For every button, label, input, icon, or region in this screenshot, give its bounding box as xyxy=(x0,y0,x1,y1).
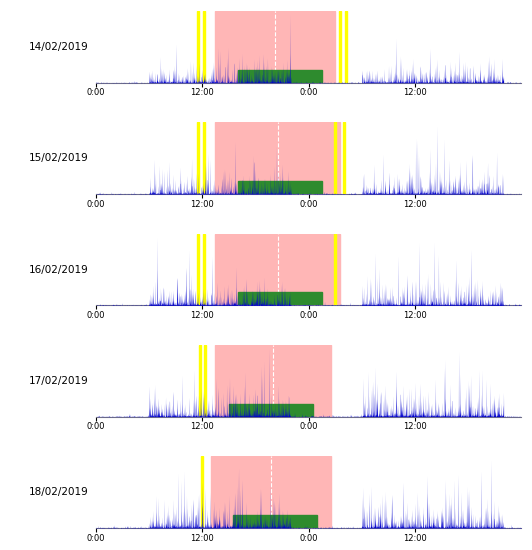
Bar xyxy=(238,70,322,83)
Bar xyxy=(215,345,331,417)
Bar xyxy=(343,122,345,194)
Y-axis label: 14/02/2019: 14/02/2019 xyxy=(29,42,89,52)
Y-axis label: 15/02/2019: 15/02/2019 xyxy=(29,153,89,163)
Bar xyxy=(334,234,336,305)
Bar xyxy=(338,11,340,83)
Bar xyxy=(197,234,199,305)
Bar xyxy=(238,181,322,194)
Bar xyxy=(203,11,205,83)
Bar xyxy=(229,404,313,417)
Bar xyxy=(200,345,202,417)
Bar xyxy=(215,122,339,194)
Bar xyxy=(215,11,335,83)
Bar xyxy=(204,345,206,417)
Bar xyxy=(197,11,199,83)
Bar xyxy=(203,122,205,194)
Bar xyxy=(334,122,336,194)
Y-axis label: 18/02/2019: 18/02/2019 xyxy=(29,487,89,497)
Bar xyxy=(345,11,347,83)
Bar xyxy=(211,456,331,528)
Y-axis label: 17/02/2019: 17/02/2019 xyxy=(29,376,89,386)
Bar xyxy=(201,456,203,528)
Bar xyxy=(215,234,339,305)
Bar xyxy=(197,122,199,194)
Bar xyxy=(238,293,322,305)
Y-axis label: 16/02/2019: 16/02/2019 xyxy=(29,265,89,274)
Bar xyxy=(203,234,205,305)
Bar xyxy=(233,515,318,528)
